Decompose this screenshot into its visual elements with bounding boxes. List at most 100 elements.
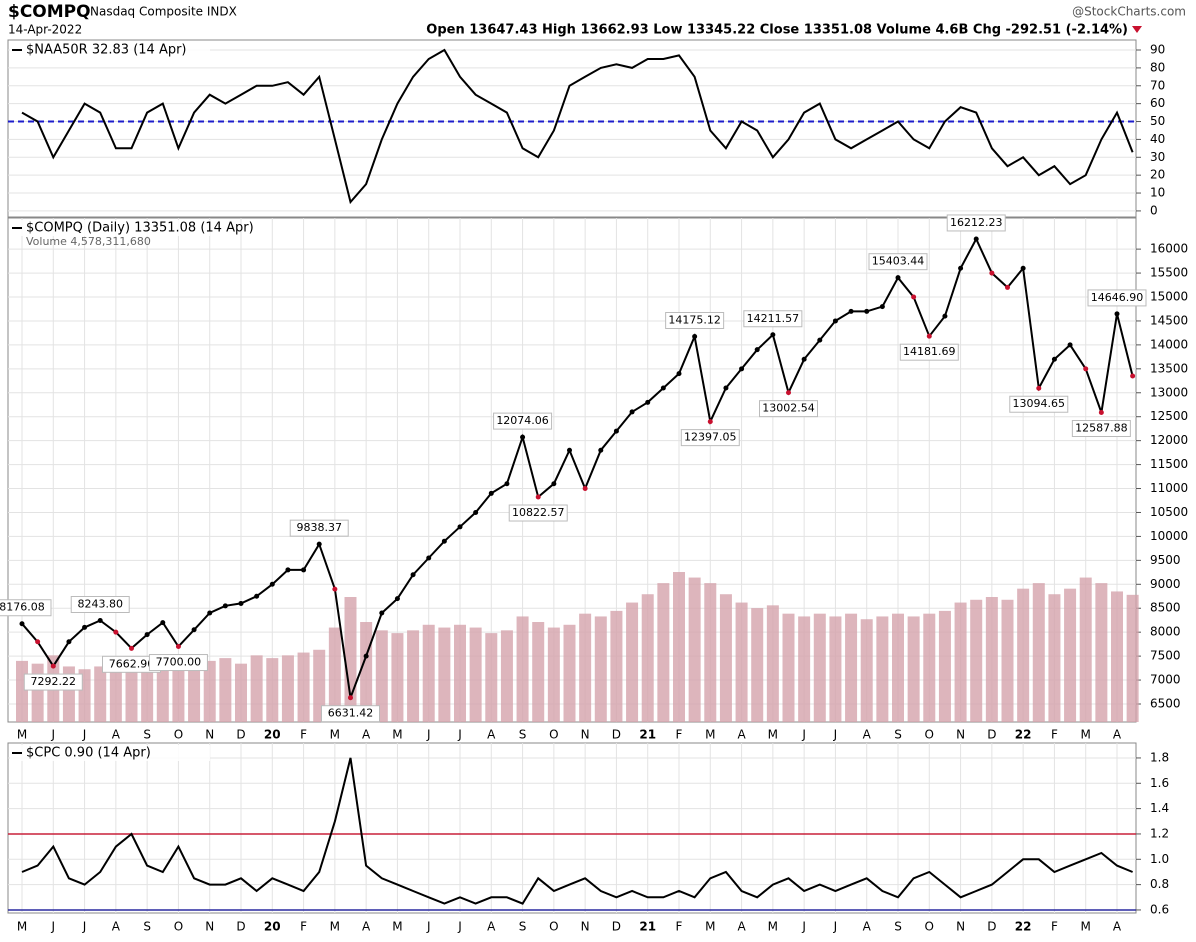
x-tick-label: N xyxy=(956,728,965,742)
volume-bar xyxy=(141,666,154,722)
y-tick-label: 1.6 xyxy=(1150,776,1169,790)
symbol: $COMPQ xyxy=(8,2,91,22)
price-point xyxy=(191,627,197,633)
price-point xyxy=(441,538,447,544)
price-point xyxy=(660,385,666,391)
x-tick-label: D xyxy=(236,920,245,934)
x-tick-label: D xyxy=(987,728,996,742)
y-tick-label: 12000 xyxy=(1150,433,1188,447)
volume-bar xyxy=(516,616,529,722)
y-tick-label: 30 xyxy=(1150,150,1165,164)
x-tick-label: A xyxy=(1113,920,1122,934)
x-tick-label: F xyxy=(676,728,683,742)
x-tick-label: J xyxy=(801,728,806,742)
y-tick-label: 12500 xyxy=(1150,409,1188,423)
price-point xyxy=(958,265,964,271)
price-point xyxy=(723,385,729,391)
volume-bar xyxy=(532,622,545,722)
x-tick-label: J xyxy=(426,728,431,742)
price-point xyxy=(1083,366,1089,372)
volume-bar xyxy=(954,602,967,722)
x-tick-label: S xyxy=(894,728,902,742)
x-tick-label: A xyxy=(487,920,496,934)
price-point xyxy=(50,663,56,669)
volume-bar xyxy=(407,630,420,722)
x-tick-label: J xyxy=(457,920,462,934)
annotation: 13094.65 xyxy=(1013,397,1066,410)
annotation: 12074.06 xyxy=(496,414,549,427)
price-point xyxy=(645,399,651,405)
price-point xyxy=(582,486,588,492)
price-point xyxy=(629,409,635,415)
x-tick-label: A xyxy=(362,920,371,934)
x-tick-label: 20 xyxy=(264,728,281,742)
x-tick-label: O xyxy=(549,728,558,742)
volume-bar xyxy=(547,627,560,722)
series-line xyxy=(21,757,1133,905)
price-point xyxy=(926,333,932,339)
volume-bar xyxy=(626,602,639,722)
x-tick-label: F xyxy=(1051,920,1058,934)
x-tick-label: J xyxy=(51,920,56,934)
price-point xyxy=(254,593,260,599)
price-point xyxy=(144,632,150,638)
annotation: 12587.88 xyxy=(1075,422,1128,435)
price-point xyxy=(911,294,917,300)
date: 14-Apr-2022 xyxy=(8,23,82,37)
volume-title: Volume 4,578,311,680 xyxy=(26,235,151,248)
annotation: 8243.80 xyxy=(77,598,123,611)
price-point xyxy=(332,586,338,592)
volume-bar xyxy=(109,663,122,722)
volume-bar xyxy=(469,627,482,722)
x-tick-label: F xyxy=(1051,728,1058,742)
volume-bar xyxy=(579,613,592,722)
x-tick-label: J xyxy=(82,920,87,934)
annotation-box xyxy=(868,253,928,271)
x-tick-label: N xyxy=(581,728,590,742)
x-tick-label: J xyxy=(51,728,56,742)
y-tick-label: 8000 xyxy=(1150,625,1181,639)
volume-bar xyxy=(16,660,28,722)
series-line xyxy=(21,48,1134,205)
y-tick-label: 16000 xyxy=(1150,242,1188,256)
x-tick-label: A xyxy=(112,728,121,742)
volume-bar xyxy=(219,658,232,722)
price-point xyxy=(35,639,41,645)
x-tick-label: S xyxy=(143,728,151,742)
price-point xyxy=(82,624,88,630)
price-point xyxy=(129,645,134,651)
x-tick-label: M xyxy=(392,728,402,742)
x-tick-label: J xyxy=(801,920,806,934)
price-point xyxy=(410,572,416,578)
y-tick-label: 1.4 xyxy=(1150,801,1169,815)
y-tick-label: 1.2 xyxy=(1150,826,1169,840)
volume-bar xyxy=(328,627,341,722)
price-point xyxy=(269,581,275,587)
price-point xyxy=(1051,356,1057,362)
x-tick-label: A xyxy=(487,728,496,742)
volume-bar xyxy=(94,666,107,722)
annotation-box xyxy=(23,673,83,691)
y-tick-label: 6500 xyxy=(1150,696,1181,710)
panel-frame xyxy=(7,39,1137,218)
y-tick-label: 10000 xyxy=(1150,529,1188,543)
volume-bar xyxy=(438,627,451,722)
price-point xyxy=(316,541,322,547)
x-tick-label: 20 xyxy=(264,920,281,934)
annotation-box xyxy=(1071,420,1131,438)
source: @StockCharts.com xyxy=(1072,5,1186,19)
volume-bar xyxy=(391,633,404,722)
price-point xyxy=(864,308,870,314)
price-point xyxy=(1005,284,1010,290)
x-tick-label: J xyxy=(833,728,838,742)
x-tick-label: A xyxy=(1113,728,1122,742)
volume-bar xyxy=(1017,588,1030,722)
series-line xyxy=(21,236,1134,699)
x-tick-label: N xyxy=(205,920,214,934)
volume-bar xyxy=(203,660,216,722)
price-point xyxy=(207,610,213,616)
y-tick-label: 11000 xyxy=(1150,481,1188,495)
y-tick-label: 70 xyxy=(1150,78,1165,92)
price-point xyxy=(1114,311,1120,317)
